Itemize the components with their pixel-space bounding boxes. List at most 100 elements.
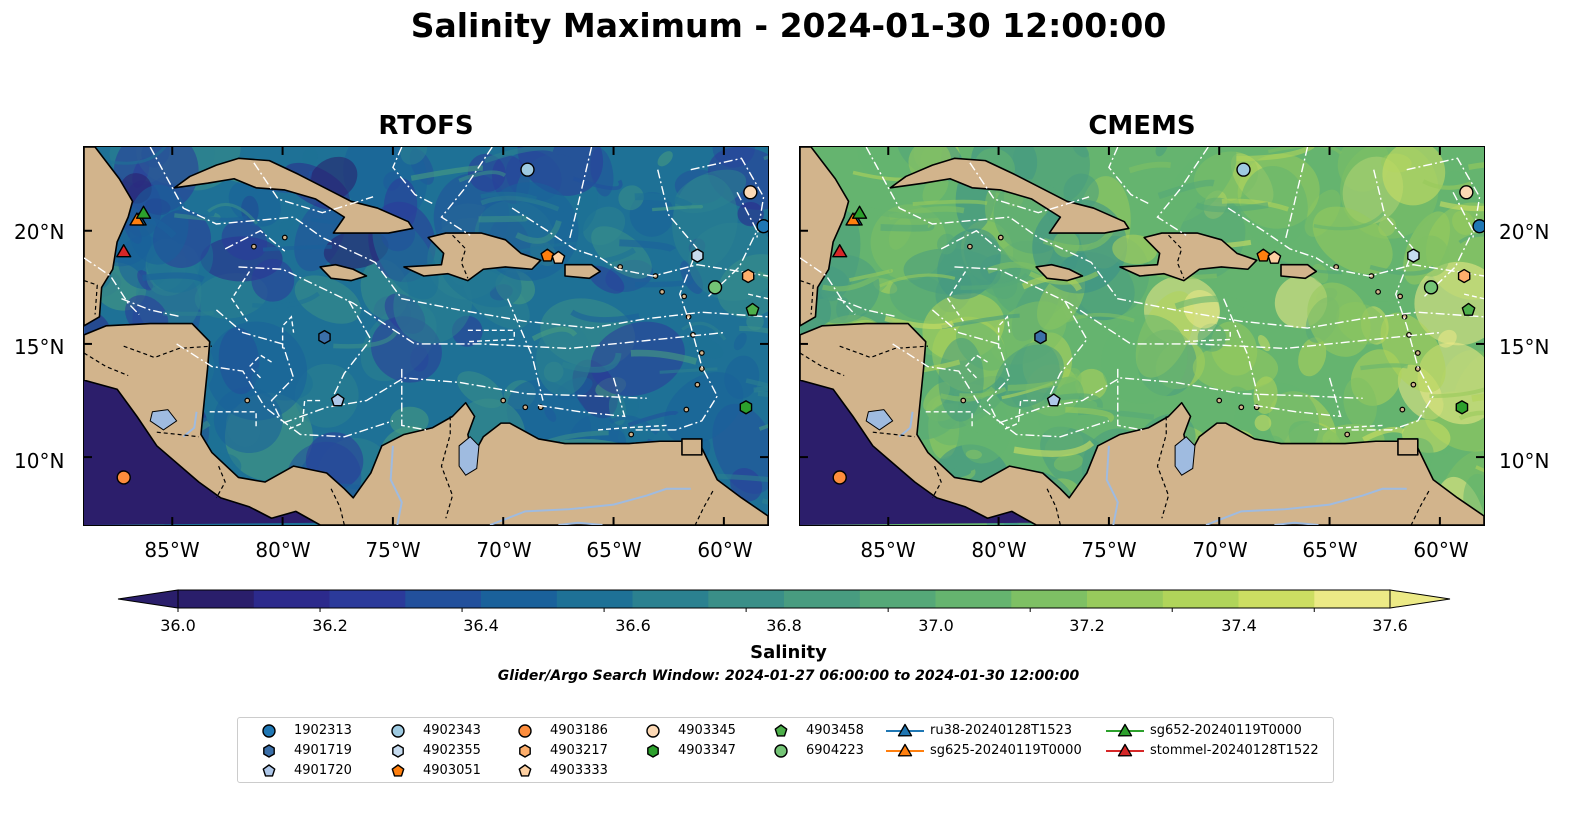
lon-tick-label: 60°W bbox=[1413, 538, 1469, 562]
circle-marker-icon bbox=[774, 744, 788, 758]
hexagon-marker-icon bbox=[392, 744, 404, 758]
colorbar-label: Salinity bbox=[750, 642, 827, 663]
lat-tick-label: 15°N bbox=[14, 335, 65, 359]
salinity-map-rtofs bbox=[84, 147, 768, 525]
legend-item-label: 4903347 bbox=[678, 743, 736, 758]
hexagon-marker-icon bbox=[647, 744, 659, 758]
argo-float-marker bbox=[116, 470, 131, 485]
glider-marker bbox=[845, 212, 861, 226]
circle-marker-icon bbox=[391, 724, 405, 738]
glider-triangle-icon bbox=[1106, 723, 1144, 737]
lat-tick-label: 20°N bbox=[14, 220, 65, 244]
map-panel-rtofs bbox=[83, 146, 769, 526]
argo-float-marker bbox=[1267, 250, 1282, 264]
lon-tick-label: 70°W bbox=[476, 538, 532, 562]
argo-float-marker bbox=[318, 329, 331, 345]
lat-tick-label: 15°N bbox=[1499, 335, 1550, 359]
glider-marker bbox=[116, 244, 132, 258]
lon-tick-label: 80°W bbox=[971, 538, 1027, 562]
lon-tick-label: 80°W bbox=[255, 538, 311, 562]
pentagon-marker-icon bbox=[262, 764, 276, 777]
map-panel-cmems bbox=[799, 146, 1485, 526]
argo-float-marker bbox=[743, 185, 758, 200]
search-window-caption: Glider/Argo Search Window: 2024-01-27 06… bbox=[497, 668, 1080, 684]
panel-title-cmems: CMEMS bbox=[1088, 111, 1196, 141]
lon-tick-label: 60°W bbox=[697, 538, 753, 562]
argo-float-marker bbox=[756, 219, 768, 234]
argo-float-marker bbox=[1423, 280, 1439, 295]
legend-item-label: 4903051 bbox=[423, 763, 481, 778]
glider-triangle-icon bbox=[1106, 743, 1144, 757]
glider-triangle-icon bbox=[886, 723, 924, 737]
pentagon-marker-icon bbox=[518, 764, 532, 777]
lon-tick-label: 75°W bbox=[365, 538, 421, 562]
legend-item-label: 4903458 bbox=[806, 723, 864, 738]
argo-float-marker bbox=[832, 470, 847, 485]
legend-item-label: 4903333 bbox=[550, 763, 608, 778]
colorbar-tick-label: 37.4 bbox=[1221, 616, 1257, 635]
hexagon-marker-icon bbox=[519, 744, 531, 758]
lat-tick-label: 10°N bbox=[1499, 449, 1550, 473]
colorbar-tick-label: 36.2 bbox=[312, 616, 348, 635]
argo-float-marker bbox=[1256, 248, 1271, 262]
argo-float-marker bbox=[551, 250, 566, 264]
lon-tick-label: 65°W bbox=[1302, 538, 1358, 562]
glider-marker bbox=[851, 205, 868, 219]
argo-float-marker bbox=[745, 302, 760, 316]
legend-item-label: 4902355 bbox=[423, 743, 481, 758]
panel-title-rtofs: RTOFS bbox=[378, 111, 474, 141]
glider-marker bbox=[832, 244, 848, 258]
circle-marker-icon bbox=[518, 724, 532, 738]
colorbar-tick-label: 37.2 bbox=[1069, 616, 1105, 635]
colorbar-tick-label: 37.6 bbox=[1372, 616, 1408, 635]
legend-item-label: 4903186 bbox=[550, 723, 608, 738]
colorbar-tick-label: 36.0 bbox=[160, 616, 196, 635]
legend-item-label: ru38-20240128T1523 bbox=[930, 723, 1073, 738]
colorbar-tick-label: 36.6 bbox=[615, 616, 651, 635]
glider-triangle-icon bbox=[886, 743, 924, 757]
lat-tick-label: 20°N bbox=[1499, 220, 1550, 244]
circle-marker-icon bbox=[262, 724, 276, 738]
lon-tick-label: 75°W bbox=[1081, 538, 1137, 562]
legend-item-label: sg625-20240119T0000 bbox=[930, 743, 1082, 758]
argo-float-marker bbox=[741, 268, 755, 284]
argo-float-marker bbox=[1461, 302, 1476, 316]
argo-float-marker bbox=[1407, 248, 1420, 263]
argo-float-marker bbox=[1459, 185, 1474, 200]
legend-item-label: 4901719 bbox=[294, 743, 352, 758]
colorbar-tick-label: 36.4 bbox=[463, 616, 499, 635]
argo-float-marker bbox=[1455, 400, 1469, 415]
lon-tick-label: 65°W bbox=[586, 538, 642, 562]
legend: 1902313 4901719 4901720 4902343 4902355 49030… bbox=[237, 717, 1334, 783]
lon-tick-label: 85°W bbox=[860, 538, 916, 562]
argo-float-marker bbox=[691, 248, 704, 263]
glider-marker bbox=[135, 205, 152, 219]
colorbar-tick-label: 37.0 bbox=[918, 616, 954, 635]
figure-title: Salinity Maximum - 2024-01-30 12:00:00 bbox=[410, 6, 1167, 45]
colorbar-tick-label: 36.8 bbox=[766, 616, 802, 635]
legend-item-label: 4903345 bbox=[678, 723, 736, 738]
legend-item-label: sg652-20240119T0000 bbox=[1150, 723, 1302, 738]
argo-float-marker bbox=[1457, 268, 1471, 284]
hexagon-marker-icon bbox=[263, 744, 275, 758]
argo-float-marker bbox=[520, 162, 535, 177]
argo-float-marker bbox=[540, 248, 555, 262]
lat-tick-label: 10°N bbox=[14, 449, 65, 473]
pentagon-marker-icon bbox=[774, 724, 788, 737]
legend-item-label: 4902343 bbox=[423, 723, 481, 738]
glider-marker bbox=[129, 212, 145, 226]
circle-marker-icon bbox=[646, 724, 660, 738]
argo-float-marker bbox=[1472, 219, 1484, 234]
argo-float-marker bbox=[707, 280, 723, 295]
legend-item-label: 4903217 bbox=[550, 743, 608, 758]
pentagon-marker-icon bbox=[391, 764, 405, 777]
salinity-map-cmems bbox=[800, 147, 1484, 525]
legend-item-label: 1902313 bbox=[294, 723, 352, 738]
legend-item-label: 4901720 bbox=[294, 763, 352, 778]
lon-tick-label: 70°W bbox=[1192, 538, 1248, 562]
argo-float-marker bbox=[330, 393, 345, 407]
argo-float-marker bbox=[1046, 393, 1061, 407]
argo-float-marker bbox=[1236, 162, 1251, 177]
legend-item-label: stommel-20240128T1522 bbox=[1150, 743, 1319, 758]
argo-float-marker bbox=[1034, 329, 1047, 345]
